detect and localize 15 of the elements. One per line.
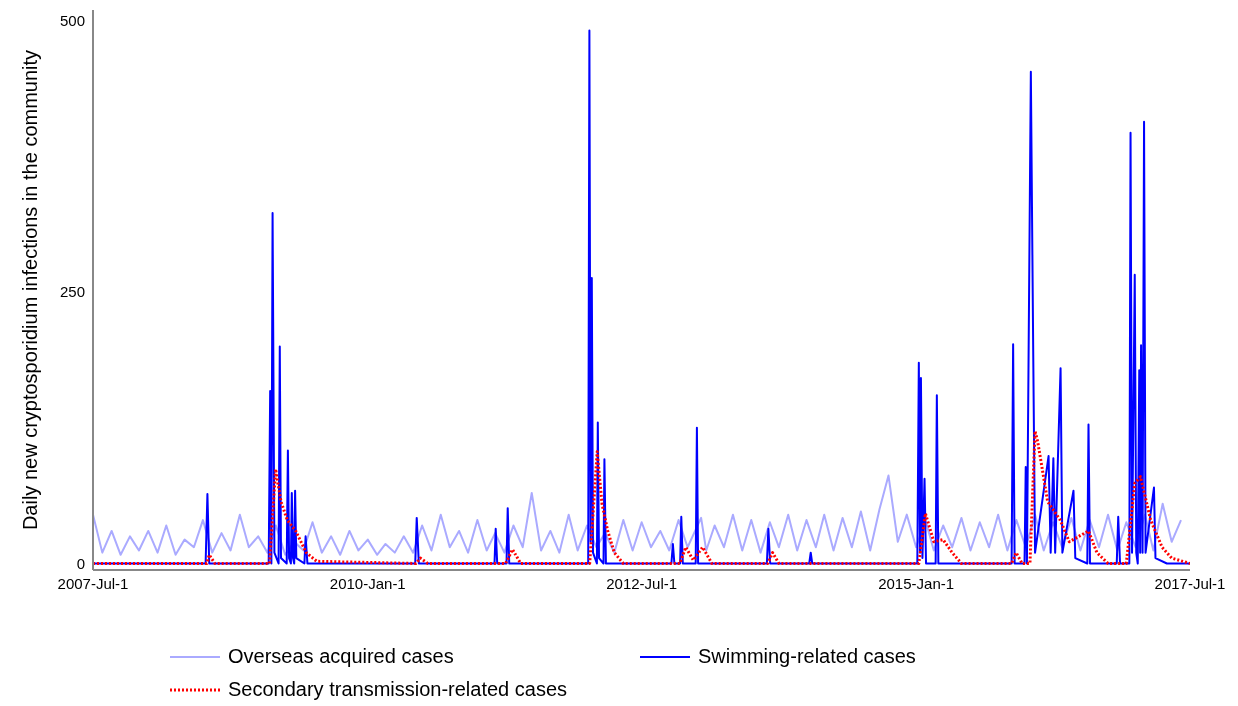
- x-tick-label: 2012-Jul-1: [606, 574, 678, 592]
- y-axis-title: Daily new cryptosporidium infections in the community: [19, 49, 42, 531]
- y-tick-label: 250: [59, 283, 85, 301]
- legend-label: Secondary transmission-related cases: [228, 678, 568, 701]
- line-series: [93, 429, 1190, 565]
- legend-label: Overseas acquired cases: [228, 645, 454, 668]
- line-series: [93, 474, 1182, 556]
- line-series: [93, 29, 1190, 565]
- x-tick-label: 2015-Jan-1: [878, 574, 955, 592]
- y-tick-label: 0: [76, 554, 85, 572]
- x-tick-label: 2010-Jan-1: [329, 574, 406, 592]
- legend-label: Swimming-related cases: [698, 645, 916, 668]
- x-tick-label: 2007-Jul-1: [57, 574, 129, 592]
- y-tick-label: 500: [59, 12, 85, 30]
- x-tick-label: 2017-Jul-1: [1154, 574, 1226, 592]
